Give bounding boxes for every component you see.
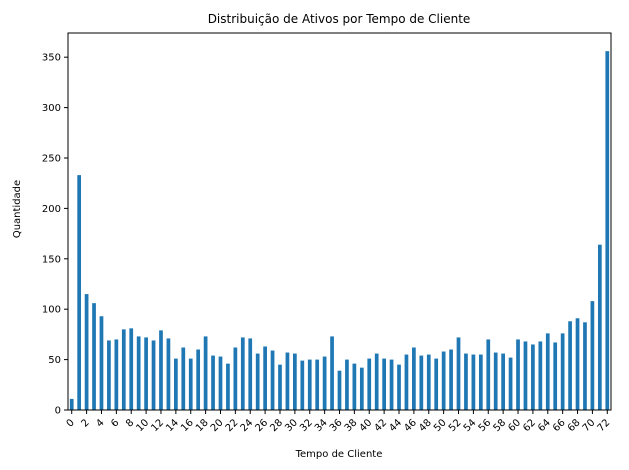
x-axis-label: Tempo de Cliente (295, 449, 383, 460)
y-tick-label: 150 (42, 254, 61, 265)
bar-6 (114, 339, 119, 410)
bar-61 (523, 341, 528, 410)
bar-45 (404, 354, 409, 410)
bar-0 (69, 398, 74, 410)
bar-3 (92, 303, 96, 410)
bar-51 (449, 349, 453, 410)
bar-37 (345, 359, 349, 410)
bar-25 (255, 353, 260, 410)
chart-title: Distribuição de Ativos por Tempo de Clie… (208, 12, 471, 26)
bar-50 (441, 351, 446, 410)
x-tick-label: 6 (109, 417, 121, 429)
bar-58 (501, 353, 505, 410)
bar-49 (434, 358, 439, 410)
bar-8 (129, 328, 134, 410)
x-tick-label: 0 (65, 417, 77, 429)
bar-12 (159, 330, 163, 410)
y-axis: 0 50 100 150 200 250 300 350 (42, 53, 68, 417)
bar-23 (240, 337, 245, 410)
bar-54 (471, 354, 476, 410)
bar-13 (166, 338, 171, 410)
bar-40 (367, 358, 372, 410)
x-axis: 0 2 4 6 810121416182022242628303234363840424… (65, 410, 613, 434)
x-tick-label: 72 (596, 417, 613, 434)
bar-63 (538, 341, 543, 410)
y-tick-label: 250 (42, 153, 61, 164)
y-tick-label: 100 (42, 305, 61, 316)
bar-46 (412, 347, 416, 410)
bar-27 (270, 350, 275, 410)
bar-66 (560, 333, 565, 410)
bar-22 (233, 347, 238, 410)
bar-1 (77, 175, 82, 410)
bar-67 (568, 321, 572, 410)
bar-2 (84, 294, 89, 410)
y-tick-label: 50 (48, 355, 61, 366)
bar-72 (605, 51, 610, 410)
bar-28 (278, 364, 282, 410)
bar-30 (293, 353, 297, 410)
bar-33 (315, 359, 320, 410)
bar-35 (330, 336, 334, 410)
bar-9 (136, 336, 141, 410)
bar-5 (107, 340, 111, 410)
y-axis-label: Quantidade (12, 180, 23, 238)
bar-57 (493, 352, 498, 410)
bar-20 (218, 356, 223, 410)
x-tick-label: 2 (79, 417, 91, 429)
bar-21 (226, 363, 230, 410)
x-tick-label: 4 (94, 417, 106, 429)
bar-18 (203, 336, 208, 410)
bar-38 (352, 363, 357, 410)
plot-area (69, 51, 610, 410)
bar-53 (464, 353, 468, 410)
bar-43 (389, 359, 394, 410)
bar-16 (188, 358, 193, 410)
bar-34 (322, 356, 327, 410)
bar-32 (307, 359, 312, 410)
bar-17 (196, 349, 201, 410)
bar-52 (456, 337, 461, 410)
plot-frame (67, 32, 612, 411)
y-tick-label: 350 (42, 53, 61, 64)
bar-36 (337, 370, 342, 410)
bar-48 (426, 354, 431, 410)
y-tick-label: 200 (42, 204, 61, 215)
bar-47 (419, 355, 424, 410)
bar-10 (144, 337, 148, 410)
bar-70 (590, 301, 595, 410)
bar-29 (285, 352, 290, 410)
bar-24 (248, 338, 253, 410)
y-tick-label: 0 (55, 406, 61, 417)
bar-68 (575, 318, 580, 410)
bar-19 (211, 355, 215, 410)
bar-4 (99, 316, 104, 410)
bar-42 (382, 358, 386, 410)
bar-44 (397, 364, 401, 410)
bar-55 (478, 354, 483, 410)
bar-59 (508, 357, 513, 410)
bar-64 (545, 333, 550, 410)
bar-56 (486, 339, 491, 410)
bar-71 (597, 244, 602, 410)
bar-65 (553, 342, 558, 410)
y-tick-label: 300 (42, 103, 61, 114)
bar-39 (359, 367, 364, 410)
bar-26 (263, 346, 267, 410)
bar-69 (583, 322, 587, 410)
bar-41 (374, 353, 379, 410)
bar-60 (516, 339, 520, 410)
bar-14 (174, 358, 178, 410)
bar-11 (151, 340, 156, 410)
bar-7 (121, 329, 126, 410)
bar-31 (300, 360, 305, 410)
bar-62 (531, 344, 535, 410)
bar-15 (181, 347, 186, 410)
